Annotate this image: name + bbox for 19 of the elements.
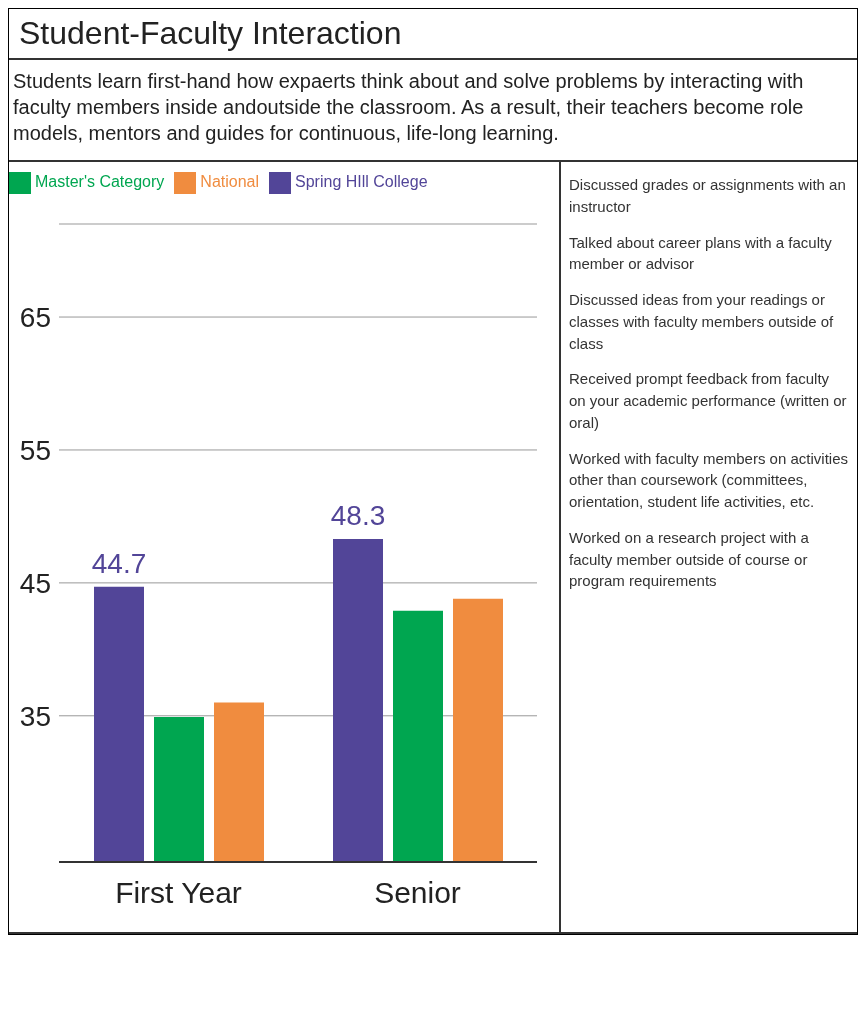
text: Talked about career plans with a faculty member or advisor	[569, 232, 833, 275]
data-label: 48.3	[330, 500, 386, 532]
text: Received prompt feedback from faculty on your academic performance (written or oral)	[569, 369, 848, 433]
y-tick-label: 55	[19, 434, 51, 466]
text: Worked on a research project with a faculty member outside of course or program requirements	[569, 527, 810, 592]
legend-label: Master's Category	[35, 173, 165, 191]
x-tick-label: Senior	[374, 876, 461, 910]
legend-label: National	[200, 173, 260, 191]
text: Worked with faculty members on activities other than coursework (committees, orientation, student life activities, etc.	[569, 448, 849, 512]
y-tick-label: 65	[19, 301, 51, 333]
chart-title: Student-Faculty Interaction	[9, 9, 857, 60]
x-tick-label: First Year	[115, 876, 242, 910]
y-tick-label: 35	[19, 700, 51, 732]
text: Discussed ideas from your readings or classes with faculty members outside of class	[569, 290, 835, 354]
legend-label: Spring HIll College	[295, 173, 428, 191]
y-tick-label: 45	[19, 567, 51, 599]
data-label: 44.7	[91, 547, 147, 579]
text: Discussed grades or assignments with an instructor	[569, 175, 847, 217]
chart-subtitle: Students learn first-hand how expaerts think about and solve problems by interacting with faculty members inside andoutside the classroom. As a result, their teachers become role models, mentors and guides for continuous, life-long learning.	[9, 60, 857, 162]
